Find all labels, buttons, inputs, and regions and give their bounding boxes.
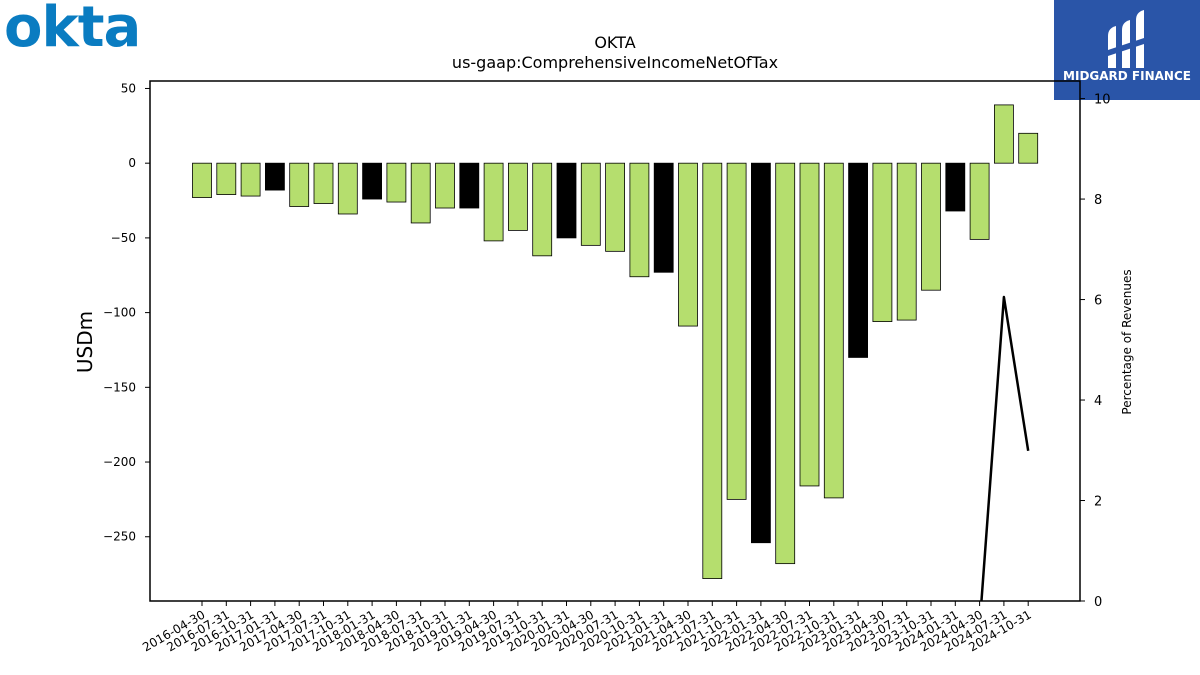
bar-2023-01-31 [848,162,868,358]
y-tick-label: 0 [128,156,136,170]
bar-2017-10-31 [337,162,358,215]
bar-2018-04-30 [386,162,407,203]
y2-tick-label: 8 [1094,193,1102,208]
y-tick-label: −250 [103,530,136,544]
bar-2024-07-31 [994,104,1014,164]
y-tick-label: −200 [103,455,136,469]
y-tick-label: −100 [103,306,136,320]
chart-subtitle: us-gaap:ComprehensiveIncomeNetOfTax [452,53,778,72]
y2-tick-label: 6 [1094,294,1102,309]
bar-2020-10-31 [629,162,650,278]
bar-2016-07-31 [216,162,237,195]
y-tick-label: −150 [103,380,136,394]
bar-2023-07-31 [896,162,917,321]
midgard-finance-logo: MIDGARD FINANCE [1054,0,1200,100]
bar-2022-04-30 [775,162,796,565]
bar-2019-01-31 [459,162,480,209]
midgard-brand-name: MIDGARD FINANCE [1063,69,1191,83]
bar-2019-10-31 [532,162,553,257]
midgard-mark-icon [1108,10,1144,68]
percentage-of-revenues-line [980,295,1030,602]
y2-tick-label: 10 [1094,93,1111,108]
bar-2020-04-30 [580,162,601,246]
y2-tick-label: 0 [1094,595,1102,610]
bar-2024-04-30 [969,162,990,240]
bar-2021-04-30 [678,162,698,327]
y-tick-label: −50 [111,231,136,245]
bar-2022-01-31 [751,162,771,544]
plot-frame [149,80,1081,602]
bar-2023-10-31 [921,162,941,291]
bar-2022-07-31 [799,162,820,487]
okta-logo: okta [4,0,141,60]
bar-2020-01-31 [556,162,577,239]
bar-2021-01-31 [653,162,674,273]
bar-2023-04-30 [872,162,893,322]
bar-2017-07-31 [313,162,334,204]
bar-2020-07-31 [605,162,625,252]
bar-2021-10-31 [726,162,747,500]
bar-2016-04-30 [192,162,212,198]
y2-tick-label: 2 [1094,495,1102,510]
y-tick-label: 50 [121,81,136,95]
y2-tick-label: 4 [1094,394,1102,409]
y-axis-label: USDm [73,311,97,373]
bar-2021-07-31 [702,162,723,579]
bar-2024-10-31 [1018,132,1039,164]
y2-axis-label: Percentage of Revenues [1120,269,1134,414]
chart-title: OKTA [594,33,635,52]
bar-2019-04-30 [483,162,504,242]
bar-2024-01-31 [945,162,966,212]
bar-2017-04-30 [289,162,310,207]
bar-2022-10-31 [823,162,844,499]
bar-2018-07-31 [410,162,431,224]
bar-2016-10-31 [240,162,261,197]
bar-2018-10-31 [435,162,455,209]
bar-2018-01-31 [362,162,383,200]
bar-2017-01-31 [264,162,285,191]
bar-2019-07-31 [507,162,528,231]
